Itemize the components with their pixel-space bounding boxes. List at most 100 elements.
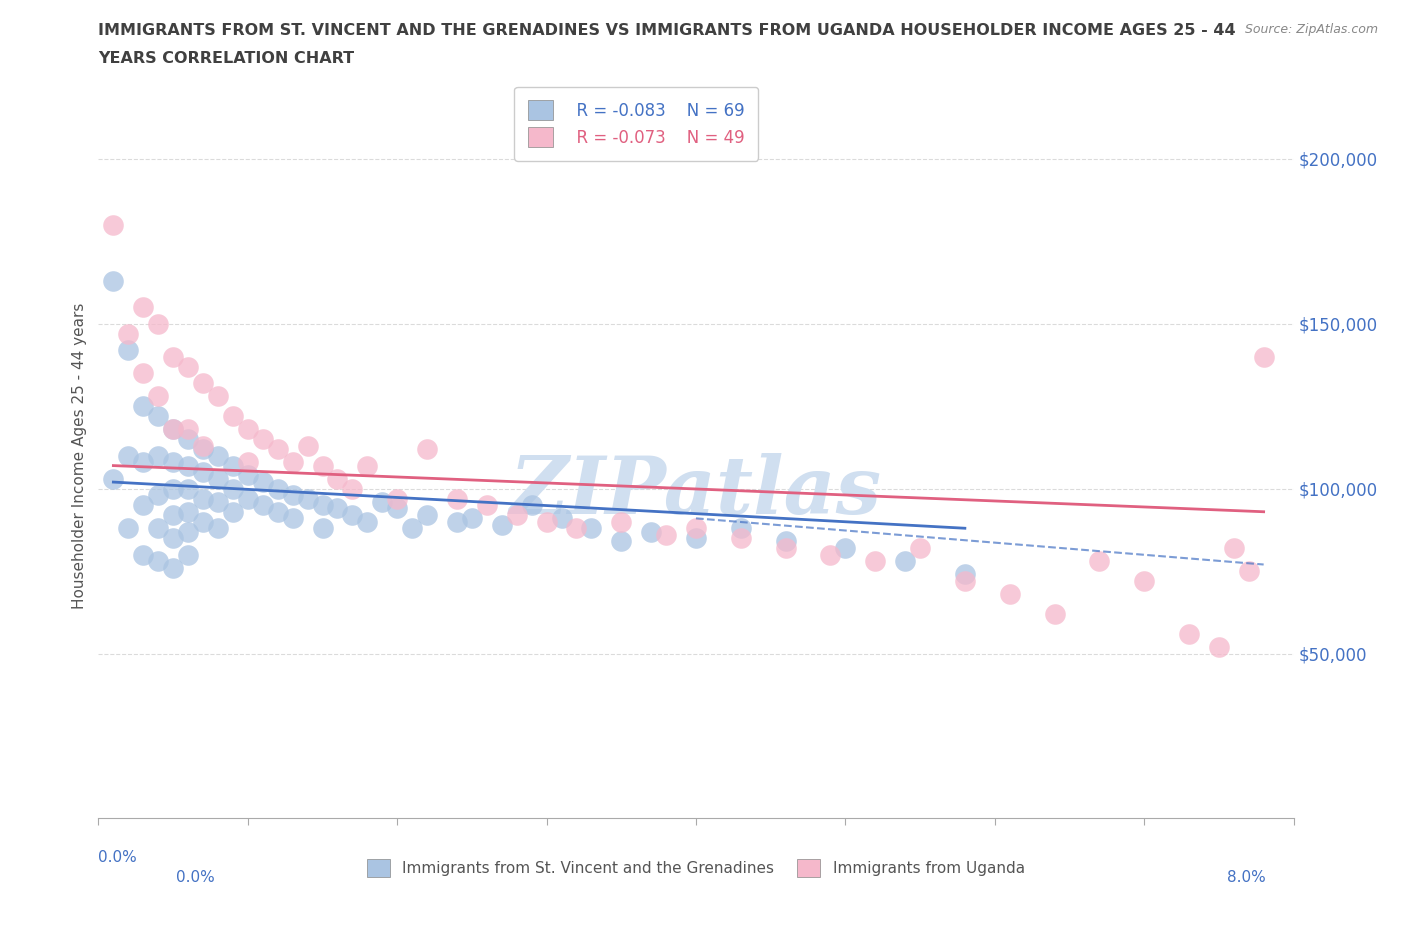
- Point: [117, 343, 139, 358]
- Point: [281, 488, 304, 503]
- Point: [356, 514, 378, 529]
- Point: [446, 514, 468, 529]
- Point: [207, 521, 229, 536]
- Point: [191, 465, 214, 480]
- Point: [162, 422, 184, 437]
- Point: [311, 458, 333, 473]
- Point: [640, 525, 662, 539]
- Point: [342, 508, 364, 523]
- Point: [236, 468, 259, 483]
- Point: [148, 316, 170, 331]
- Point: [610, 534, 633, 549]
- Point: [655, 527, 678, 542]
- Point: [610, 514, 633, 529]
- Point: [191, 442, 214, 457]
- Point: [953, 567, 976, 582]
- Text: 0.0%: 0.0%: [98, 850, 138, 865]
- Point: [1178, 626, 1201, 641]
- Point: [177, 422, 200, 437]
- Point: [222, 458, 245, 473]
- Point: [162, 481, 184, 496]
- Point: [132, 547, 155, 562]
- Point: [207, 495, 229, 510]
- Point: [865, 553, 887, 568]
- Point: [207, 472, 229, 486]
- Point: [191, 376, 214, 391]
- Point: [267, 442, 290, 457]
- Point: [536, 514, 558, 529]
- Point: [894, 553, 917, 568]
- Point: [342, 481, 364, 496]
- Point: [177, 432, 200, 446]
- Point: [775, 540, 797, 555]
- Point: [103, 472, 125, 486]
- Point: [117, 448, 139, 463]
- Point: [1223, 540, 1246, 555]
- Point: [191, 491, 214, 506]
- Point: [222, 481, 245, 496]
- Point: [148, 448, 170, 463]
- Point: [236, 455, 259, 470]
- Point: [191, 514, 214, 529]
- Point: [326, 501, 349, 516]
- Point: [326, 472, 349, 486]
- Point: [491, 517, 513, 532]
- Point: [385, 491, 409, 506]
- Text: IMMIGRANTS FROM ST. VINCENT AND THE GRENADINES VS IMMIGRANTS FROM UGANDA HOUSEHO: IMMIGRANTS FROM ST. VINCENT AND THE GREN…: [98, 23, 1236, 38]
- Point: [281, 511, 304, 525]
- Point: [177, 525, 200, 539]
- Point: [177, 359, 200, 374]
- Point: [117, 326, 139, 341]
- Point: [581, 521, 603, 536]
- Point: [252, 474, 274, 489]
- Point: [775, 534, 797, 549]
- Point: [1253, 350, 1275, 365]
- Point: [385, 501, 409, 516]
- Point: [162, 531, 184, 546]
- Text: Source: ZipAtlas.com: Source: ZipAtlas.com: [1244, 23, 1378, 36]
- Point: [177, 458, 200, 473]
- Point: [550, 511, 572, 525]
- Legend: Immigrants from St. Vincent and the Grenadines, Immigrants from Uganda: Immigrants from St. Vincent and the Gren…: [361, 853, 1031, 884]
- Text: 8.0%: 8.0%: [1226, 870, 1265, 884]
- Point: [162, 561, 184, 576]
- Point: [132, 455, 155, 470]
- Point: [148, 389, 170, 404]
- Point: [236, 422, 259, 437]
- Point: [222, 408, 245, 423]
- Point: [132, 399, 155, 414]
- Point: [162, 350, 184, 365]
- Point: [820, 547, 842, 562]
- Point: [252, 432, 274, 446]
- Point: [685, 531, 707, 546]
- Point: [401, 521, 423, 536]
- Point: [953, 574, 976, 589]
- Point: [162, 422, 184, 437]
- Point: [267, 504, 290, 519]
- Point: [103, 273, 125, 288]
- Point: [908, 540, 931, 555]
- Point: [1088, 553, 1111, 568]
- Point: [1208, 640, 1230, 655]
- Point: [730, 521, 752, 536]
- Point: [730, 531, 752, 546]
- Point: [297, 438, 319, 453]
- Point: [356, 458, 378, 473]
- Point: [132, 498, 155, 512]
- Point: [148, 408, 170, 423]
- Point: [416, 508, 439, 523]
- Point: [177, 504, 200, 519]
- Text: ZIPatlas: ZIPatlas: [510, 453, 882, 531]
- Text: 0.0%: 0.0%: [176, 870, 215, 884]
- Point: [311, 498, 333, 512]
- Point: [834, 540, 856, 555]
- Point: [148, 488, 170, 503]
- Point: [148, 553, 170, 568]
- Point: [267, 481, 290, 496]
- Point: [1043, 606, 1066, 621]
- Point: [132, 299, 155, 314]
- Point: [506, 508, 529, 523]
- Point: [475, 498, 498, 512]
- Y-axis label: Householder Income Ages 25 - 44 years: Householder Income Ages 25 - 44 years: [72, 302, 87, 609]
- Point: [416, 442, 439, 457]
